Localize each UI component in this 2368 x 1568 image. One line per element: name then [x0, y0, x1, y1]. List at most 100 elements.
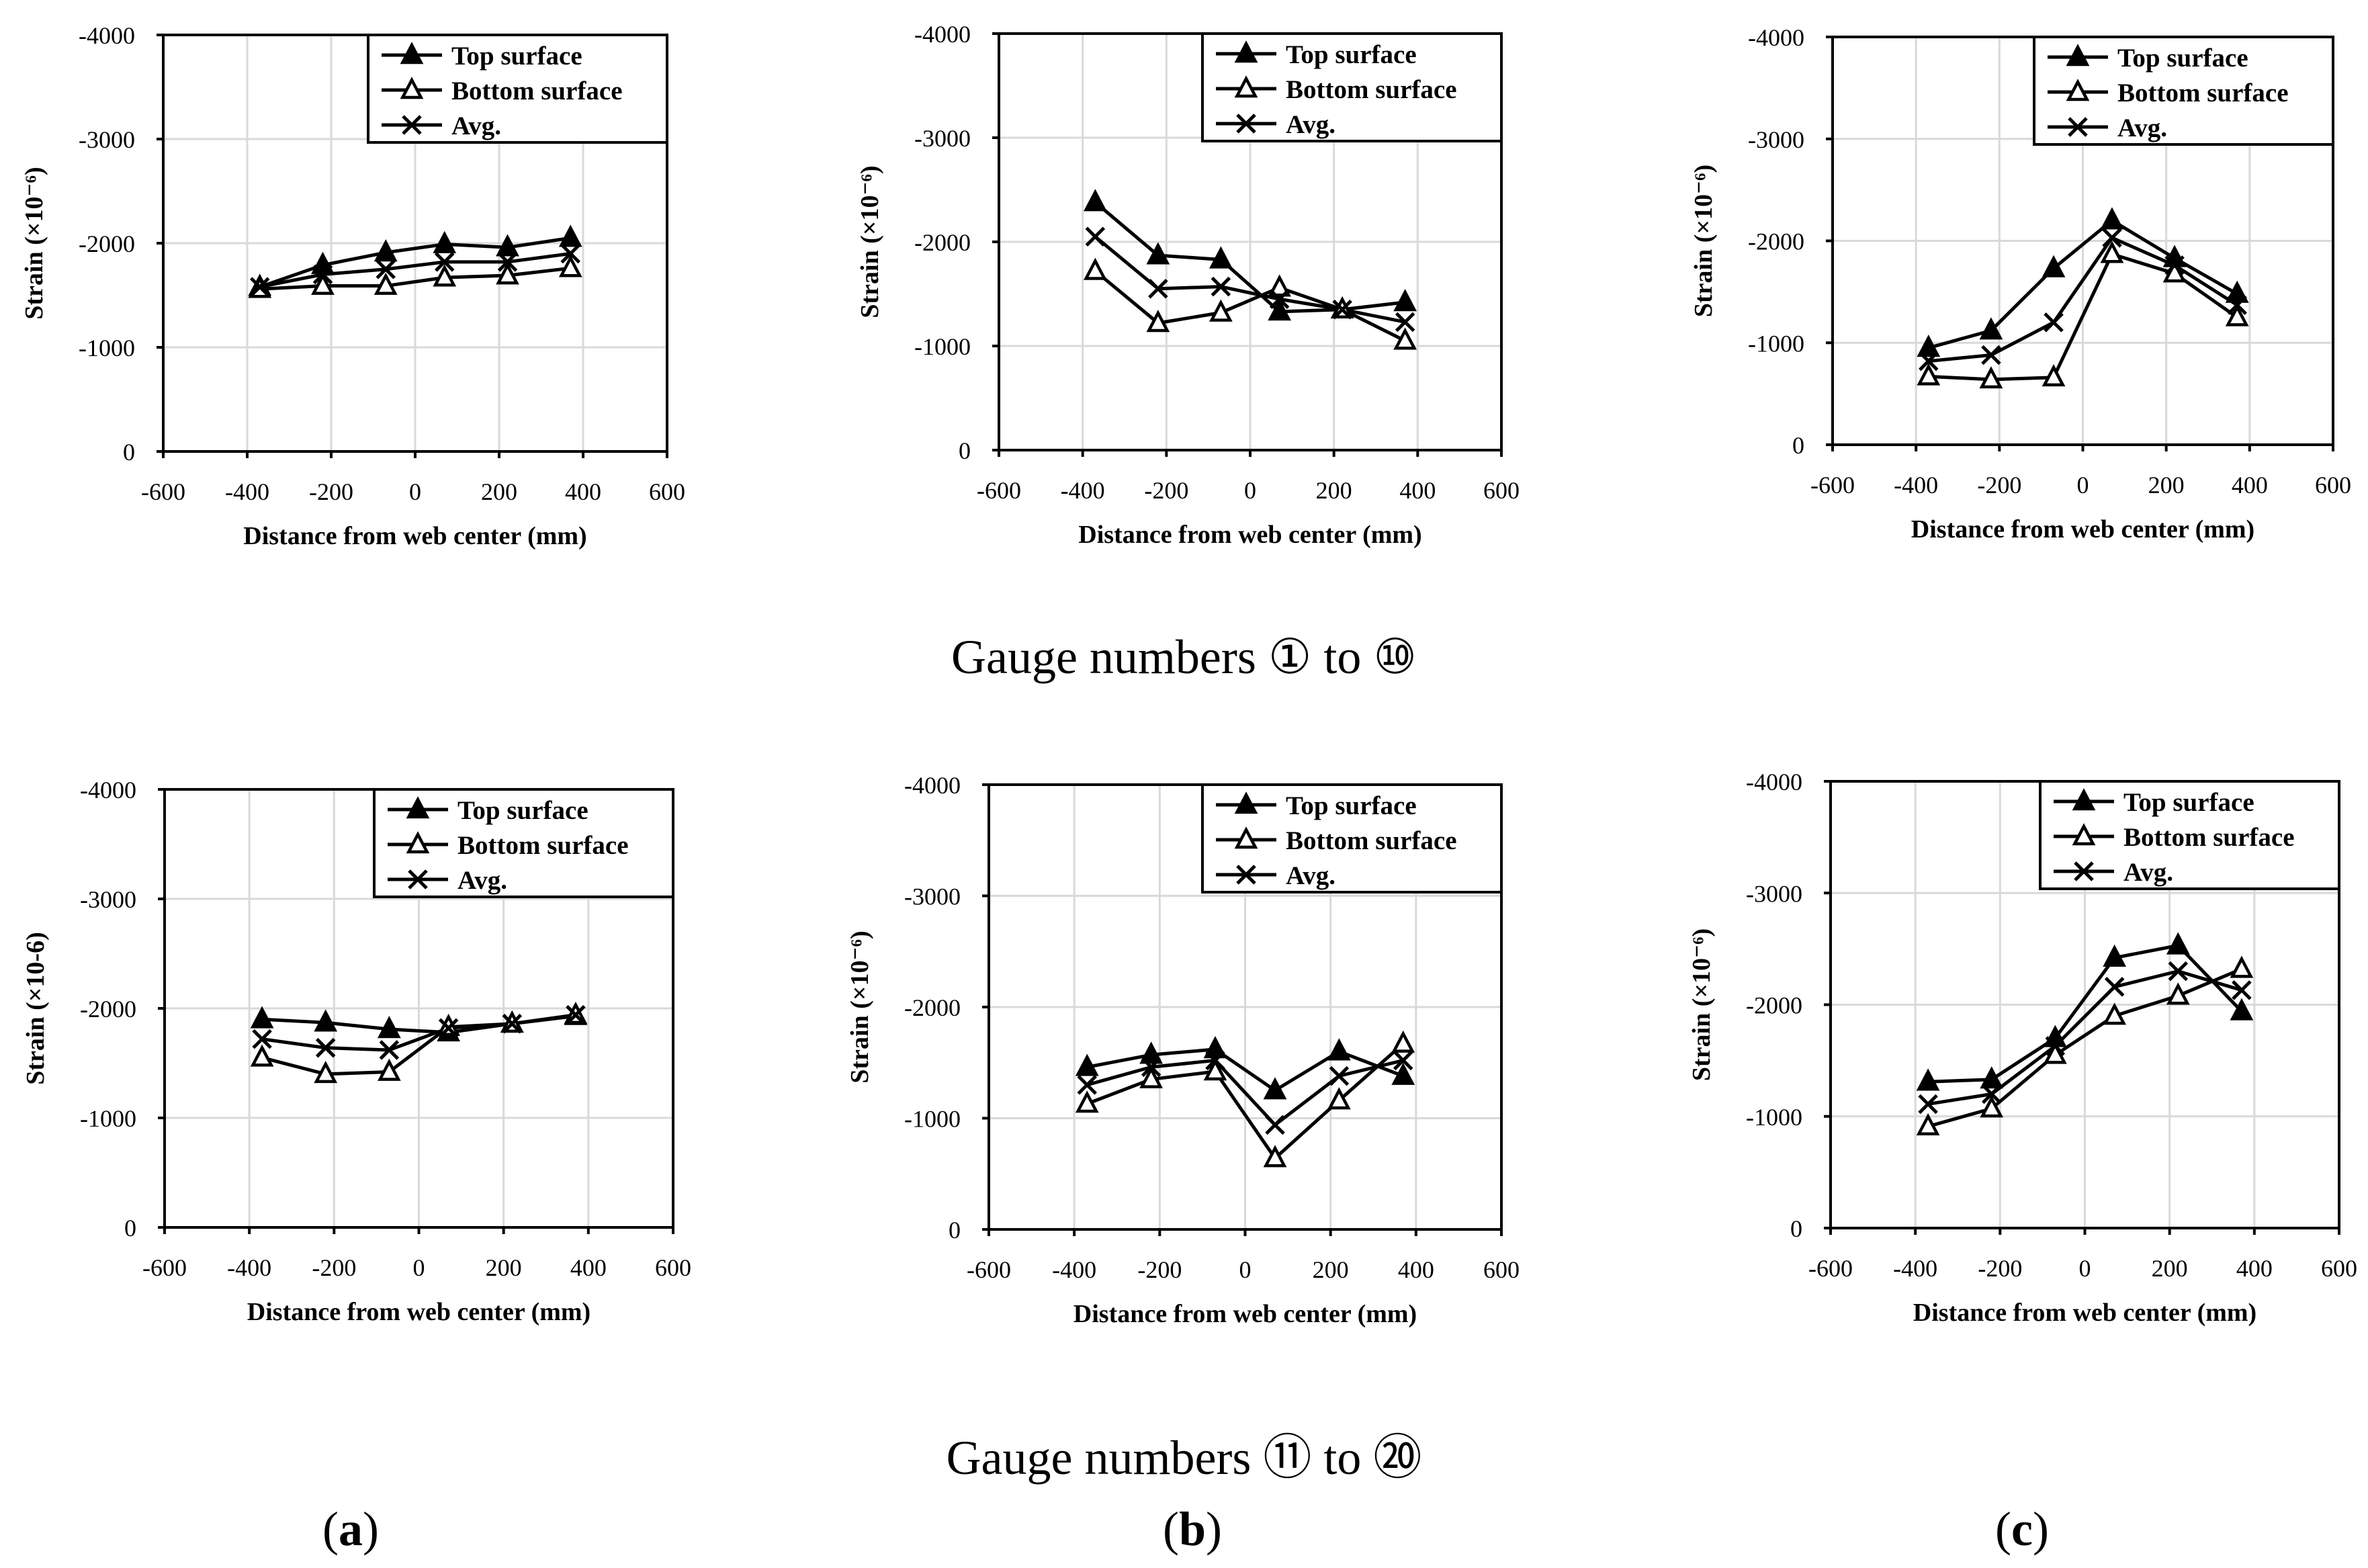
- chart-1a-ytick-label-1: -1000: [79, 335, 135, 361]
- chart-1b-ytick-label-2: -2000: [914, 229, 971, 256]
- chart-2c-series-2-point-1: [1981, 1084, 2002, 1104]
- chart-2b-xlabel: Distance from web center (mm): [1073, 1300, 1417, 1328]
- chart-1b-legend-marker-1: [1234, 75, 1258, 98]
- chart-1b-series-0-point-2: [1209, 246, 1233, 269]
- chart-1c-series-1-point-0: [1917, 363, 1941, 386]
- chart-2b-series-2-point-5-stroke-2: [1393, 1050, 1413, 1071]
- caption-gauges-1-10: Gauge numbers ① to ⑩: [951, 630, 1417, 684]
- chart-2a-legend-marker-2-stroke-2: [408, 869, 428, 889]
- chart-1c: -600 -400 -200 0 200 400 6000-1000-2000-3000-4…: [1690, 24, 2351, 543]
- chart-2c-series-1-point-3: [2103, 1002, 2127, 1025]
- chart-2b-legend-label-2: Avg.: [1286, 861, 1335, 890]
- chart-2c-series-2-point-0: [1918, 1094, 1938, 1115]
- chart-1b-series-0-line: [1094, 201, 1405, 314]
- chart-2b-legend-marker-1: [1234, 826, 1258, 849]
- chart-1c-series-2-point-5: [2227, 295, 2247, 315]
- chart-2c-ytick-label-2: -2000: [1746, 992, 1802, 1019]
- chart-2a-xtick-label-1: -400: [227, 1254, 271, 1281]
- chart-2a-series-2-point-5: [566, 1005, 586, 1025]
- chart-1c-series-2-point-5-stroke-2: [2227, 295, 2247, 315]
- chart-1b-series-2-point-2: [1211, 276, 1231, 297]
- chart-1c-series-1-point-1: [1979, 366, 2003, 389]
- chart-1b-xtick-label-6: 600: [1483, 477, 1520, 504]
- chart-1c-series-1-point-2: [2042, 364, 2066, 387]
- chart-1a: -600 -400 -200 0 200 400 6000-1000-2000-3000-4…: [20, 22, 685, 550]
- chart-2c-legend-marker-2: [2074, 861, 2094, 881]
- chart-2c-series-1-point-1: [1980, 1095, 2004, 1118]
- chart-2b-series-1-line: [1086, 1042, 1405, 1160]
- chart-1a-series-2-point-3-stroke-2: [434, 252, 455, 272]
- chart-2a-xtick-label-2: -200: [312, 1254, 356, 1281]
- chart-1c-xtick-label-3: 0: [2077, 472, 2089, 498]
- chart-1c-ytick-label-2: -2000: [1748, 228, 1804, 255]
- chart-1a-series-1-point-5: [558, 255, 582, 277]
- chart-2c-xtick-label-3: 0: [2079, 1255, 2091, 1282]
- chart-1a-series-1-point-1: [311, 272, 335, 295]
- chart-1a-series-2-point-2-stroke-2: [376, 259, 396, 279]
- chart-1a-series-2-point-5-stroke-2: [560, 243, 581, 264]
- chart-2b-series-1-point-1: [1139, 1065, 1163, 1088]
- chart-1b-xtick-label-3: 0: [1244, 477, 1256, 504]
- chart-2a-series-2-point-1-stroke-2: [315, 1037, 336, 1058]
- chart-1c-series-1-point-5: [2225, 304, 2249, 326]
- chart-1a-xtick-label-0: -600: [141, 478, 185, 505]
- chart-2c-series-1-point-5: [2230, 955, 2254, 978]
- chart-2a-ytick-label-1: -1000: [80, 1105, 136, 1132]
- chart-2a-series-2-point-1: [315, 1037, 336, 1058]
- chart-2a-ylabel: Strain (×10-6): [21, 932, 50, 1084]
- chart-2c-series-2-point-3-stroke-2: [2104, 977, 2125, 997]
- chart-2a-series-0-point-1: [314, 1009, 338, 1032]
- chart-1a-legend-marker-0: [400, 42, 424, 64]
- chart-2a-xtick-label-5: 400: [570, 1254, 607, 1281]
- chart-1c-series-0-point-5: [2225, 280, 2249, 303]
- chart-2a-xtick-label-0: -600: [142, 1254, 187, 1281]
- chart-2c-series-2-point-1-stroke-2: [1981, 1084, 2002, 1104]
- panel-label-b: (b): [1162, 1502, 1222, 1556]
- chart-2c-xlabel: Distance from web center (mm): [1913, 1299, 2256, 1327]
- chart-2c-xtick-label-6: 600: [2321, 1255, 2357, 1282]
- chart-2a-series-2-point-2: [379, 1040, 400, 1060]
- chart-1a-series-2-point-4: [497, 252, 518, 272]
- chart-1a-series-1-point-3: [433, 264, 457, 287]
- chart-1c-legend-marker-2-stroke-2: [2068, 117, 2088, 137]
- chart-2c-legend-label-0: Top surface: [2123, 788, 2254, 817]
- chart-1c-ytick-label-3: -3000: [1748, 126, 1804, 153]
- chart-2b-xtick-label-4: 200: [1313, 1256, 1349, 1283]
- panel-label-c: (c): [1995, 1502, 2049, 1556]
- chart-1a-series-2-point-3: [434, 252, 455, 272]
- chart-2a-series-2-point-0-stroke-2: [252, 1029, 272, 1049]
- chart-1a-legend-marker-1: [400, 77, 424, 99]
- chart-2b-ytick-label-2: -2000: [904, 994, 961, 1021]
- chart-1b-legend-marker-0: [1234, 40, 1258, 63]
- chart-2b-series-1-point-0: [1075, 1090, 1099, 1113]
- chart-1a-xtick-label-3: 0: [409, 478, 421, 505]
- chart-2c-series-1-point-0: [1916, 1113, 1940, 1136]
- chart-2c-series-0-point-0: [1916, 1068, 1940, 1091]
- chart-2c-legend-marker-1: [2072, 823, 2096, 846]
- chart-2c-xtick-label-1: -400: [1893, 1255, 1937, 1282]
- chart-1a-ylabel: Strain (×10⁻⁶): [20, 167, 48, 319]
- chart-2c-series-2-point-2: [2045, 1036, 2066, 1056]
- chart-2b-series-2-point-4-stroke-2: [1329, 1065, 1350, 1086]
- chart-1a-series-0-point-3: [433, 230, 457, 253]
- chart-2a-series-2-point-4-stroke-2: [502, 1014, 523, 1034]
- chart-2c-series-0-point-5: [2230, 998, 2254, 1020]
- chart-1b-ylabel: Strain (×10⁻⁶): [856, 165, 884, 318]
- chart-2c-series-1-point-2: [2043, 1041, 2067, 1064]
- chart-1a-xtick-label-4: 200: [481, 478, 517, 505]
- chart-1b-series-2-point-4-stroke-2: [1332, 299, 1352, 320]
- chart-1c-series-2-point-4: [2164, 255, 2185, 275]
- chart-1b-ytick-label-3: -3000: [914, 125, 971, 152]
- chart-2b-series-2-point-2-stroke-2: [1205, 1050, 1225, 1071]
- chart-1c-series-2-point-1-stroke-2: [1981, 345, 2001, 365]
- chart-2b-xtick-label-5: 400: [1398, 1256, 1434, 1283]
- chart-1a-series-2-point-5: [560, 243, 581, 264]
- chart-2b-series-2-point-3: [1265, 1115, 1285, 1135]
- chart-2b-series-2-point-1-stroke-2: [1141, 1057, 1161, 1078]
- chart-1a-series-1-line: [259, 266, 571, 291]
- chart-1b-series-1-point-5: [1393, 327, 1417, 350]
- chart-2c-xtick-label-4: 200: [2152, 1255, 2188, 1282]
- chart-2c-ytick-label-1: -1000: [1746, 1104, 1802, 1131]
- chart-2a-xlabel: Distance from web center (mm): [247, 1298, 590, 1326]
- chart-2b-series-0-point-5: [1391, 1062, 1415, 1085]
